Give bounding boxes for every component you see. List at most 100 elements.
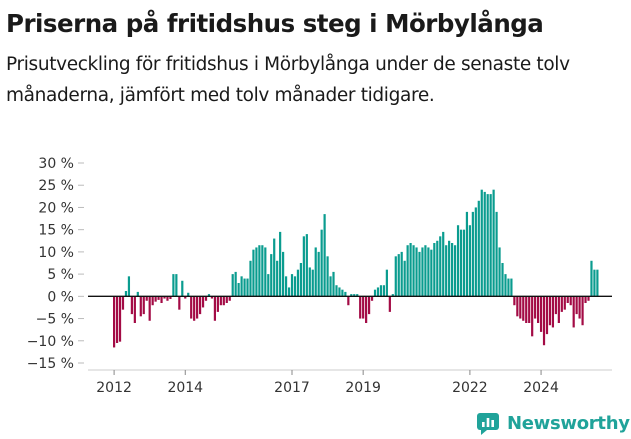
bar: [175, 274, 178, 297]
bar: [282, 251, 285, 297]
bar: [350, 294, 353, 297]
bar: [445, 245, 448, 297]
annotation-label: 6 %: [587, 0, 616, 4]
bar: [596, 269, 599, 297]
bar: [462, 229, 466, 297]
bar: [222, 296, 225, 306]
bar: [290, 274, 294, 297]
bar: [362, 296, 365, 319]
y-tick-label: 5 %: [47, 267, 74, 283]
bar: [365, 296, 368, 323]
y-tick-label: −5 %: [36, 312, 74, 328]
bar: [385, 269, 388, 297]
bar: [501, 263, 504, 297]
bar: [539, 296, 543, 332]
bar: [210, 296, 214, 299]
bar: [287, 287, 291, 297]
bar: [133, 296, 136, 323]
bar: [436, 240, 439, 297]
bar: [332, 271, 335, 297]
bar: [572, 296, 575, 328]
bar: [504, 274, 507, 297]
bar: [537, 296, 540, 323]
bar: [136, 291, 139, 297]
bar: [124, 291, 128, 297]
bar: [160, 296, 163, 303]
bar: [207, 294, 211, 297]
bar: [575, 296, 578, 315]
newsworthy-chat-icon: [477, 413, 499, 435]
bar: [587, 296, 590, 301]
bar: [424, 245, 427, 297]
bar: [379, 285, 383, 297]
bar: [216, 296, 219, 312]
bar: [204, 296, 208, 301]
bar: [542, 296, 546, 346]
bar: [198, 296, 202, 315]
bar: [139, 296, 142, 317]
bar: [115, 296, 119, 343]
bar: [276, 260, 279, 297]
bar: [471, 211, 474, 297]
bar: [525, 296, 528, 323]
bar: [507, 278, 510, 297]
bar: [302, 236, 305, 297]
y-tick-label: 0 %: [47, 289, 74, 305]
bar: [593, 269, 596, 297]
bar: [421, 247, 424, 297]
bar: [335, 285, 338, 297]
bar: [578, 296, 581, 319]
bar: [356, 294, 359, 297]
newsworthy-logo: Newsworthy: [476, 408, 630, 438]
bar: [258, 245, 261, 297]
bar: [273, 238, 276, 297]
bar: [181, 280, 184, 297]
bar: [459, 229, 463, 297]
y-tick-label: 15 %: [38, 223, 74, 239]
bar: [240, 276, 243, 297]
bar: [169, 296, 172, 299]
bar: [563, 296, 566, 310]
bar: [261, 245, 264, 297]
y-tick-label: 25 %: [38, 178, 74, 194]
bar: [522, 296, 525, 321]
bar: [495, 211, 498, 297]
bar: [154, 296, 157, 302]
x-tick-label: 2019: [345, 380, 381, 396]
bar: [557, 296, 560, 323]
bar: [551, 296, 555, 328]
bar: [347, 296, 350, 306]
bar: [190, 296, 193, 319]
bar: [427, 247, 430, 297]
bar: [130, 296, 133, 315]
bar: [430, 249, 433, 297]
bar: [166, 296, 169, 301]
bar: [498, 247, 501, 297]
y-tick-label: −10 %: [27, 334, 74, 350]
bar: [252, 249, 255, 297]
bar: [528, 296, 531, 323]
bar: [373, 289, 377, 297]
bar: [477, 200, 480, 297]
x-tick-label: 2012: [96, 380, 132, 396]
bar: [370, 296, 374, 301]
bar: [184, 296, 187, 299]
bar: [172, 274, 175, 297]
x-tick-label: 2022: [452, 380, 488, 396]
bar: [531, 296, 534, 337]
bar: [264, 247, 267, 297]
x-axis-tick-labels: 2012 2014 2017 2019 2022 2024: [88, 369, 612, 396]
bar: [442, 231, 445, 297]
bar: [388, 296, 391, 312]
bar: [397, 254, 400, 297]
bar: [142, 296, 145, 315]
bar: [403, 260, 406, 297]
bar: [145, 296, 148, 301]
bar: [465, 211, 469, 297]
bar: [193, 296, 196, 321]
x-tick-label: 2024: [523, 380, 559, 396]
bar: [406, 245, 409, 297]
bar: [296, 269, 300, 297]
bar: [305, 234, 308, 297]
